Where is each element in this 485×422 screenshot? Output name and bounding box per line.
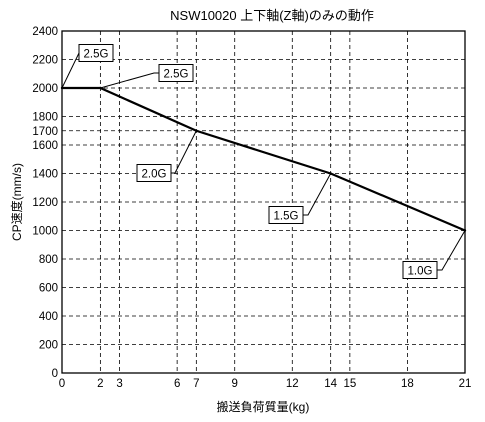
annotation: 2.5G [100,64,194,89]
y-tick-label: 1700 [32,126,58,138]
annotation: 1.0G [402,230,466,279]
x-tick-label: 9 [232,378,238,390]
y-tick-label: 1200 [32,197,58,209]
y-tick-label: 2000 [32,83,58,95]
annotation-label: 1.0G [408,266,433,278]
y-tick-label: 1800 [32,112,58,124]
annotation-box [78,44,114,62]
annotation-box [136,164,172,182]
y-tick-label: 400 [39,311,58,323]
x-tick-label: 21 [459,378,472,390]
x-tick-labels: 0 2 3 6 7 9 12 14 15 18 21 [59,378,472,390]
x-tick-label: 7 [193,378,199,390]
x-tick-label: 3 [116,378,122,390]
y-tick-label: 800 [39,254,58,266]
x-tick-label: 14 [324,378,337,390]
x-tick-label: 2 [97,378,103,390]
x-axis-label: 搬送負荷質量(kg) [217,399,310,414]
annotation: 1.5G [268,173,332,224]
annotation: 2.0G [136,130,197,182]
annotation-box [268,206,304,224]
annotation-label: 2.5G [164,69,189,81]
y-tick-label: 200 [39,340,58,352]
x-tick-label: 6 [174,378,180,390]
y-tick-label: 0 [52,368,58,380]
series-line [62,86,466,232]
annotation-group: 2.5G 2.5G 2.0G 1.5G 1.0G [61,44,466,279]
y-tick-label: 600 [39,283,58,295]
x-tick-label: 0 [59,378,65,390]
chart-title: NSW10020 上下軸(Z軸)のみの動作 [170,8,374,23]
annotation-box [158,64,194,82]
x-tick-label: 12 [286,378,299,390]
y-tick-label: 2400 [32,26,58,38]
y-tick-label: 1400 [32,169,58,181]
grid [62,31,465,373]
annotation: 2.5G [61,44,114,89]
y-tick-labels: 0 200 400 600 800 1000 1200 1400 1600 1700 1800 200… [32,26,58,380]
annotation-label: 2.0G [142,169,167,181]
x-tick-label: 18 [401,378,414,390]
annotation-label: 1.5G [274,211,299,223]
plot-frame [61,30,466,374]
x-tick-label: 15 [343,378,356,390]
y-tick-label: 2200 [32,55,58,67]
y-tick-label: 1000 [32,226,58,238]
y-tick-label: 1600 [32,140,58,152]
series-group [60,86,467,232]
annotation-label: 2.5G [84,49,109,61]
y-axis-label: CP速度(mm/s) [9,163,24,241]
annotation-box [402,261,438,279]
